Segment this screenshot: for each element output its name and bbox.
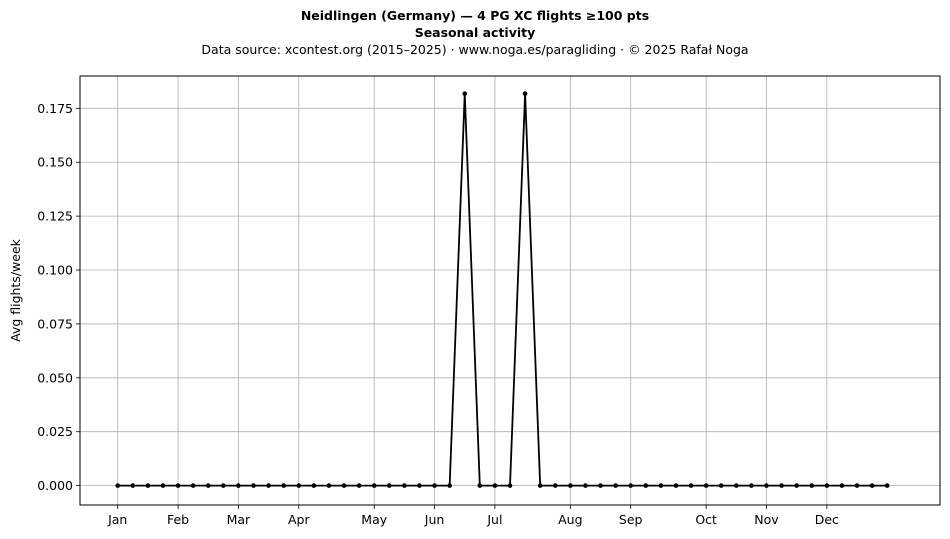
data-point: [145, 483, 151, 488]
data-point: [537, 483, 543, 488]
data-point: [673, 483, 679, 488]
data-point: [281, 483, 286, 488]
x-tick-label: Dec: [815, 512, 839, 527]
data-point: [552, 483, 558, 488]
y-tick-label: 0.150: [37, 155, 73, 170]
data-point: [432, 483, 437, 488]
data-point: [251, 483, 256, 488]
chart-source: Data source: xcontest.org (2015–2025) · …: [201, 42, 749, 57]
y-axis-label: Avg flights/week: [8, 238, 23, 342]
axes: 0.000 0.025 0.050 0.075 0.100 0.125 0.150 0.175…: [37, 101, 839, 527]
data-point: [477, 483, 483, 488]
data-point: [764, 483, 769, 488]
x-tick-label: Jun: [424, 512, 445, 527]
data-point: [115, 483, 121, 488]
data-point: [854, 483, 860, 488]
y-tick-label: 0.125: [37, 209, 73, 224]
data-point: [417, 483, 422, 488]
data-point: [824, 483, 830, 488]
data-point: [884, 483, 890, 488]
y-tick-label: 0.050: [37, 370, 73, 385]
data-point: [236, 483, 241, 488]
data-point: [311, 483, 317, 488]
data-point: [522, 91, 528, 96]
data-point: [296, 483, 302, 488]
data-point: [371, 483, 377, 488]
data-point: [266, 483, 271, 488]
y-tick-label: 0.025: [37, 424, 73, 439]
x-tick-label: May: [361, 512, 387, 527]
x-tick-label: Nov: [754, 512, 779, 527]
data-point: [507, 483, 513, 488]
data-point: [658, 483, 664, 488]
data-point: [628, 483, 634, 488]
data-point: [809, 483, 815, 488]
series-line: [117, 92, 888, 487]
data-point: [839, 483, 845, 488]
data-point: [326, 483, 332, 488]
data-point: [462, 91, 468, 96]
y-tick-label: 0.175: [37, 101, 73, 116]
data-point: [190, 483, 196, 488]
data-point: [175, 483, 181, 488]
data-point: [386, 483, 392, 488]
data-point: [356, 483, 362, 488]
data-point: [492, 483, 498, 488]
x-tick-label: Sep: [619, 512, 643, 527]
data-point: [688, 483, 694, 488]
y-tick-label: 0.075: [37, 316, 73, 331]
grid: [80, 76, 940, 505]
data-point: [794, 483, 799, 488]
x-tick-label: Oct: [695, 512, 717, 527]
x-tick-label: Aug: [558, 512, 582, 527]
x-tick-label: Feb: [167, 512, 189, 527]
x-tick-label: Jul: [486, 512, 502, 527]
x-tick-label: Jan: [107, 512, 127, 527]
data-point: [869, 483, 875, 488]
data-point: [341, 483, 347, 488]
data-point: [613, 483, 618, 488]
data-point: [734, 483, 739, 488]
data-point: [568, 483, 573, 488]
x-tick-label: Apr: [288, 512, 310, 527]
series: [115, 91, 890, 488]
y-tick-label: 0.000: [37, 478, 73, 493]
data-point: [703, 483, 709, 488]
data-point: [779, 483, 784, 488]
data-point: [130, 483, 136, 488]
chart-subtitle: Seasonal activity: [414, 25, 536, 40]
data-point: [643, 483, 649, 488]
data-point: [447, 483, 452, 488]
x-tick-label: Mar: [227, 512, 251, 527]
data-point: [205, 483, 211, 488]
y-tick-label: 0.100: [37, 263, 73, 278]
data-point: [749, 483, 754, 488]
plot-frame: [79, 75, 941, 506]
chart-title: Neidlingen (Germany) — 4 PG XC flights ≥…: [300, 8, 650, 23]
data-point: [221, 483, 226, 488]
data-point: [598, 483, 603, 488]
data-point: [402, 483, 407, 488]
data-point: [718, 483, 724, 488]
data-point: [160, 483, 166, 488]
data-point: [583, 483, 588, 488]
